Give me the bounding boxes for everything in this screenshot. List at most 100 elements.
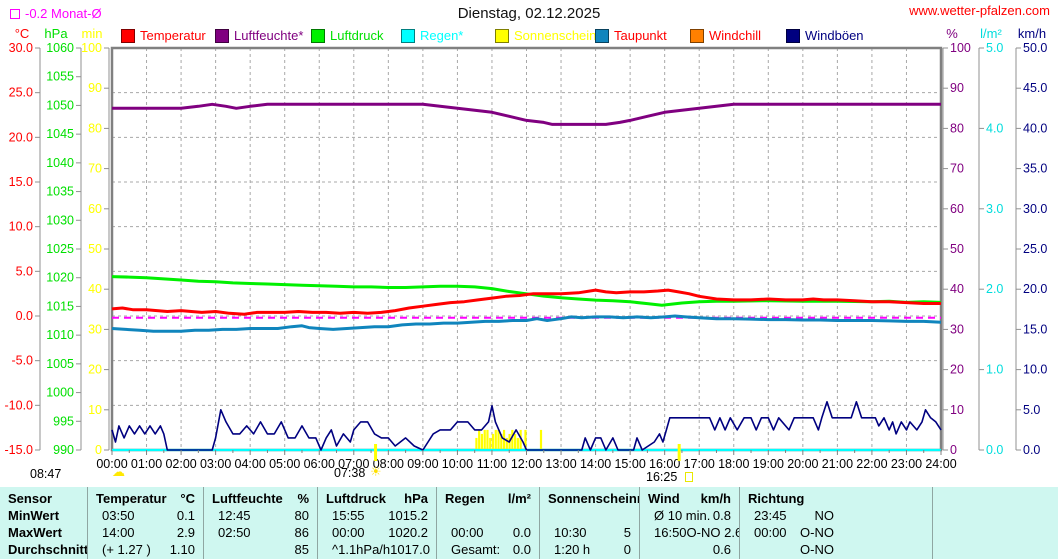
axis-label: 50.0 <box>1023 41 1047 55</box>
axis-label: 90 <box>88 81 102 95</box>
axis-label: 50 <box>88 242 102 256</box>
axis-label: 80 <box>950 121 964 135</box>
sunshine-bar <box>494 429 497 450</box>
axis-label: 15.0 <box>9 175 33 189</box>
axis-label: -5.0 <box>11 354 33 368</box>
axis-label: -10.0 <box>5 398 34 412</box>
series-luftfeuchte <box>112 102 941 126</box>
axis-label: 10.0 <box>9 220 33 234</box>
axis-label: 15.0 <box>1023 322 1047 336</box>
column-name: Regen <box>445 491 485 506</box>
series-temperatur <box>111 288 941 316</box>
cloud-icon: ☁ <box>112 464 125 479</box>
sunshine-bar <box>519 429 522 450</box>
axis-label: 100 <box>950 41 971 55</box>
axis-label: 0.0 <box>16 309 33 323</box>
cell-value: 0.0 <box>512 525 531 540</box>
cell-time: 00:00 <box>332 525 365 540</box>
axis-label: 2.0 <box>986 282 1003 296</box>
series-taupunkt <box>111 314 942 333</box>
cell-value: 0.0 <box>512 542 531 557</box>
page-title: Dienstag, 02.12.2025 <box>457 5 601 22</box>
month-average-label: -0.2 Monat-Ø <box>10 6 102 21</box>
sunshine-bar <box>480 433 484 450</box>
table-column-luftfeuchte: Luftfeuchte% 12:45 80 02:50 86 85 <box>204 487 318 559</box>
axis-label: °C <box>15 26 30 41</box>
cell-time: 1:20 h <box>554 542 591 557</box>
axis-label: 20.0 <box>1023 282 1047 296</box>
axis-label: 3.0 <box>986 202 1003 216</box>
axis-label: 5.0 <box>986 41 1003 55</box>
axis-label: 21:00 <box>822 457 853 471</box>
axis-label: 30.0 <box>9 41 33 55</box>
axis-label: 22:00 <box>856 457 887 471</box>
axis-label: 20.0 <box>9 130 33 144</box>
cell-time: 12:45 <box>218 508 251 523</box>
column-unit: km/h <box>700 491 731 506</box>
sunshine-bar <box>500 433 503 450</box>
cell-time: 03:50 <box>102 508 135 523</box>
cell-value: NO <box>814 508 835 523</box>
axis-label: 1035 <box>46 185 74 199</box>
sunset-square-icon <box>685 472 693 482</box>
table-column-sensor: Sensor MinWert MaxWert Durchschnitt <box>0 487 88 559</box>
axis-label: 1005 <box>46 357 74 371</box>
cell-time: Gesamt: <box>451 542 501 557</box>
sunshine-bar <box>505 437 508 450</box>
cell-value: 1.10 <box>169 542 195 557</box>
cell-time: 14:00 <box>102 525 135 540</box>
sunshine-bar <box>491 433 495 450</box>
axis-label: 04:00 <box>235 457 266 471</box>
column-unit: hPa <box>404 491 428 506</box>
axis-label: 5.0 <box>1023 403 1040 417</box>
axis-label: 20 <box>88 363 102 377</box>
axis-label: 20:00 <box>787 457 818 471</box>
column-name: Richtung <box>748 491 805 506</box>
axis-label: 40 <box>88 282 102 296</box>
sunshine-bar <box>511 429 514 450</box>
cell-time: 10:30 <box>554 525 587 540</box>
cell-time: ^1.1hPa/h <box>332 542 391 557</box>
table-column-regen: Regen l/m² 00:00 0.0 Gesamt: 0.0 <box>437 487 540 559</box>
axis-label: 19:00 <box>753 457 784 471</box>
moon-time-label: 08:47 <box>30 467 62 481</box>
sunshine-bar <box>475 437 478 450</box>
cell-time: Ø 10 min. <box>654 508 711 523</box>
axis-label: 1055 <box>46 70 74 84</box>
sunshine-bar <box>524 429 527 450</box>
cell-value: 0 <box>623 542 631 557</box>
axis-label: 60 <box>950 202 964 216</box>
sun-icon: ☀ <box>370 464 382 479</box>
axis-label: 1020 <box>46 271 74 285</box>
axis-label: 1050 <box>46 98 74 112</box>
axis-label: -15.0 <box>5 443 34 457</box>
column-name: Wind <box>648 491 680 506</box>
cell-time: 02:50 <box>218 525 251 540</box>
axis-label: 06:00 <box>304 457 335 471</box>
website-link[interactable]: www.wetter-pfalzen.com <box>909 3 1050 18</box>
cell-value: 1015.2 <box>388 508 428 523</box>
axis-label: 990 <box>53 443 74 457</box>
series-windböen <box>111 401 942 451</box>
axis-label: 30 <box>950 322 964 336</box>
axis-label: 20 <box>950 363 964 377</box>
cell-value: 0.8 <box>712 508 731 523</box>
axis-label: 1015 <box>46 299 74 313</box>
row-label: MaxWert <box>8 525 62 540</box>
cell-value: O-NO <box>800 525 834 540</box>
cell-time: 23:45 <box>754 508 787 523</box>
axis-label: 00:00 <box>96 457 127 471</box>
cell-value: O-NO <box>800 542 834 557</box>
table-column-wind: Wind km/h Ø 10 min. 0.8 16:50 O-NO 2.6 0.6 <box>640 487 740 559</box>
axis-label: 1000 <box>46 386 74 400</box>
axis-label: 24:00 <box>925 457 956 471</box>
sunshine-bar <box>486 429 489 450</box>
axis-label: 18:00 <box>718 457 749 471</box>
axis-label: 1010 <box>46 328 74 342</box>
axis-label: 35.0 <box>1023 162 1047 176</box>
cell-value: O-NO 2.6 <box>686 525 739 540</box>
axis-label: 1025 <box>46 242 74 256</box>
axis-label: 70 <box>950 162 964 176</box>
sunshine-bar <box>539 429 543 450</box>
sunshine-bar <box>483 429 486 450</box>
